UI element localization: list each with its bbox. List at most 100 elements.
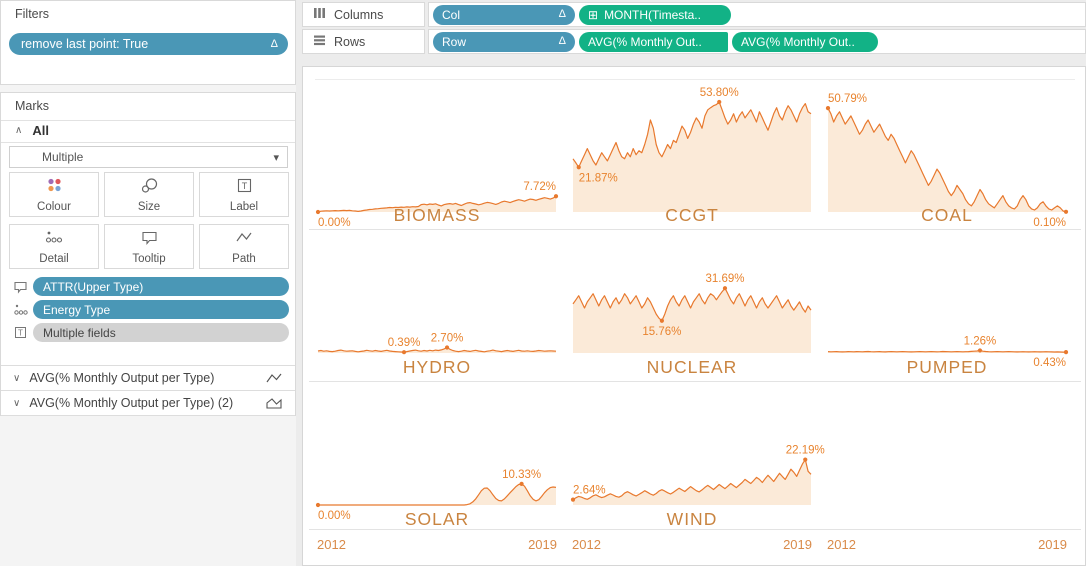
svg-text:T: T bbox=[18, 328, 23, 337]
pill-label: ATTR(Upper Type) bbox=[43, 279, 144, 294]
point-marker[interactable] bbox=[717, 99, 722, 105]
point-marker[interactable] bbox=[977, 348, 983, 353]
avg-monthly-output-pill-1[interactable]: AVG(% Monthly Out.. bbox=[579, 31, 728, 52]
encoding-pill-multiple-fields[interactable]: Multiple fields bbox=[33, 323, 289, 342]
encoding-pill-attr-upper-type[interactable]: ATTR(Upper Type) bbox=[33, 277, 289, 296]
point-marker[interactable] bbox=[315, 209, 321, 215]
point-marker[interactable] bbox=[401, 350, 407, 355]
size-button[interactable]: Size bbox=[104, 172, 194, 217]
size-icon bbox=[140, 177, 159, 199]
category-label-solar: SOLAR bbox=[404, 509, 470, 529]
collapse-chevron-icon[interactable]: ∧ bbox=[15, 125, 23, 136]
path-button[interactable]: Path bbox=[199, 224, 289, 269]
point-marker[interactable] bbox=[1063, 209, 1069, 214]
point-marker[interactable] bbox=[519, 481, 524, 486]
point-marker[interactable] bbox=[1063, 350, 1069, 355]
line-mark[interactable] bbox=[572, 287, 812, 322]
filters-panel: Filters remove last point: True Δ bbox=[0, 0, 296, 85]
chevron-down-icon[interactable]: ▾ bbox=[273, 151, 279, 164]
svg-text:T: T bbox=[241, 181, 247, 191]
x-axis-tick-start: 2012 bbox=[317, 537, 346, 552]
area-mark[interactable] bbox=[318, 196, 556, 212]
line-mark[interactable] bbox=[572, 459, 812, 501]
colour-button[interactable]: Colour bbox=[9, 172, 99, 217]
x-axis-tick-end: 2019 bbox=[783, 537, 812, 552]
line-mark[interactable] bbox=[827, 349, 1066, 353]
chart-cell-biomass[interactable]: 0.00% 7.72% bbox=[315, 79, 559, 232]
point-marker[interactable] bbox=[722, 286, 728, 291]
x-axis-labels-col3: 2012 2019 bbox=[827, 537, 1067, 552]
chart-cell-ccgt[interactable]: 21.87% 53.80% bbox=[572, 79, 812, 232]
point-marker[interactable] bbox=[803, 457, 808, 462]
chart-cell-wind[interactable]: 2.64% 22.19% bbox=[570, 435, 825, 525]
area-mark[interactable] bbox=[573, 288, 811, 353]
value-label: 22.19% bbox=[786, 445, 825, 457]
encoding-row-detail: Energy Type bbox=[9, 300, 289, 319]
pill-label: Energy Type bbox=[43, 302, 111, 317]
area-mark[interactable] bbox=[573, 102, 811, 212]
category-label-wind: WIND bbox=[666, 509, 718, 529]
label-icon: T bbox=[9, 326, 33, 340]
filters-title: Filters bbox=[15, 7, 50, 21]
month-timestamp-pill[interactable]: ⊞ MONTH(Timesta.. bbox=[579, 4, 731, 25]
row-pill[interactable]: Row Δ bbox=[433, 31, 575, 52]
area-mark[interactable] bbox=[828, 108, 1066, 212]
label-icon: T bbox=[235, 177, 254, 199]
mark-type-select[interactable]: Multiple ▾ bbox=[9, 146, 288, 168]
category-label-nuclear: NUCLEAR bbox=[646, 357, 738, 377]
area-mark[interactable] bbox=[573, 459, 811, 505]
category-label-coal: COAL bbox=[921, 205, 973, 225]
area-mark[interactable] bbox=[318, 347, 556, 354]
value-label: 1.26% bbox=[964, 335, 997, 347]
columns-shelf[interactable]: Col Δ ⊞ MONTH(Timesta.. bbox=[428, 2, 1086, 27]
detail-button-label: Detail bbox=[39, 252, 69, 265]
colour-icon bbox=[45, 177, 64, 199]
value-label: 31.69% bbox=[705, 273, 744, 285]
line-mark[interactable] bbox=[317, 346, 557, 353]
chart-cell-hydro[interactable]: 0.39% 2.70% bbox=[317, 263, 557, 373]
chart-cell-nuclear[interactable]: 15.76% 31.69% bbox=[572, 263, 812, 373]
point-marker[interactable] bbox=[570, 497, 576, 502]
line-chart-icon bbox=[265, 371, 283, 385]
rows-shelf[interactable]: Row Δ AVG(% Monthly Out.. AVG(% Monthly … bbox=[428, 29, 1086, 54]
chart-cell-solar[interactable]: 0.00% 10.33% bbox=[315, 435, 557, 525]
detail-button[interactable]: Detail bbox=[9, 224, 99, 269]
value-label: 0.10% bbox=[1033, 217, 1066, 229]
chart-cell-pumped[interactable]: 1.26% 0.43% bbox=[827, 263, 1069, 373]
measure-row-avg-output-2[interactable]: ∨ AVG(% Monthly Output per Type) (2) bbox=[1, 391, 295, 416]
line-mark[interactable] bbox=[827, 107, 1067, 213]
line-mark[interactable] bbox=[317, 195, 557, 213]
tooltip-button[interactable]: Tooltip bbox=[104, 224, 194, 269]
chart-cell-coal[interactable]: 50.79% 0.10% bbox=[825, 79, 1069, 232]
expand-chevron-icon[interactable]: ∨ bbox=[13, 372, 21, 384]
divider bbox=[1, 142, 295, 143]
label-button[interactable]: T Label bbox=[199, 172, 289, 217]
tooltip-button-label: Tooltip bbox=[132, 252, 166, 265]
filter-pill[interactable]: remove last point: True Δ bbox=[9, 33, 288, 55]
pill-label: AVG(% Monthly Out.. bbox=[588, 34, 702, 49]
x-axis-labels-col1: 2012 2019 bbox=[317, 537, 557, 552]
line-mark[interactable] bbox=[318, 483, 557, 506]
encoding-row-tooltip: ATTR(Upper Type) bbox=[9, 277, 289, 296]
point-marker[interactable] bbox=[315, 502, 321, 508]
point-marker[interactable] bbox=[576, 165, 581, 170]
encoding-pill-energy-type[interactable]: Energy Type bbox=[33, 300, 289, 319]
area-mark[interactable] bbox=[318, 483, 556, 505]
measure-row-avg-output[interactable]: ∨ AVG(% Monthly Output per Type) bbox=[1, 366, 295, 391]
point-marker[interactable] bbox=[659, 318, 664, 323]
expand-chevron-icon[interactable]: ∨ bbox=[13, 397, 21, 409]
filter-pill-label: remove last point: True bbox=[21, 37, 149, 51]
marks-all-header[interactable]: ∧ All bbox=[15, 123, 49, 138]
point-marker[interactable] bbox=[553, 194, 559, 199]
tooltip-icon bbox=[140, 229, 159, 251]
pill-label: Multiple fields bbox=[43, 325, 116, 340]
avg-monthly-output-pill-2[interactable]: AVG(% Monthly Out.. bbox=[732, 31, 878, 52]
path-icon bbox=[234, 229, 254, 251]
marks-title: Marks bbox=[15, 99, 50, 113]
value-label: 0.39% bbox=[388, 337, 421, 349]
point-marker[interactable] bbox=[825, 106, 831, 111]
col-pill[interactable]: Col Δ bbox=[433, 4, 575, 25]
point-marker[interactable] bbox=[444, 345, 450, 350]
line-mark[interactable] bbox=[572, 101, 812, 168]
